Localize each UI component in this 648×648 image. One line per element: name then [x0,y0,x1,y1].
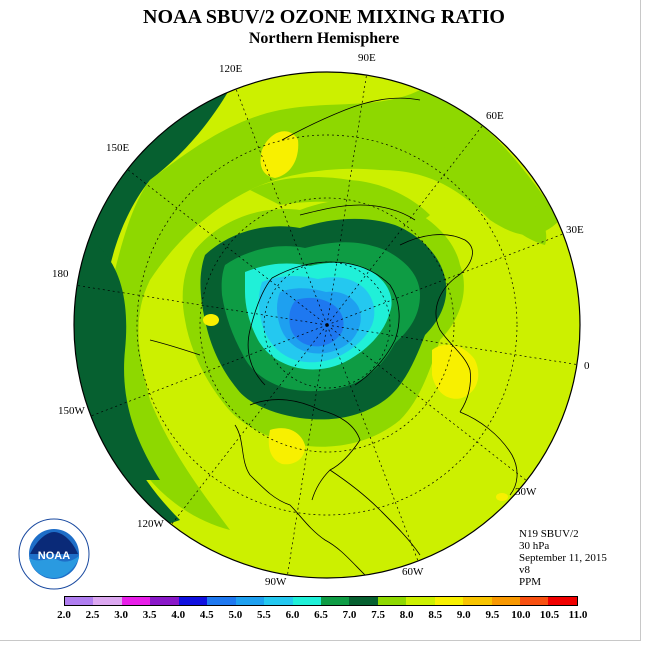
colorbar-tick-label: 2.0 [57,609,71,621]
colorbar-swatch [491,597,520,605]
colorbar-swatch [349,597,378,605]
colorbar [64,596,578,606]
lon-label-120e: 120E [219,63,243,75]
colorbar-swatch [65,597,94,605]
colorbar-swatch [292,597,321,605]
graticule [74,72,580,578]
coastlines [149,97,518,576]
version-label: v8 [519,564,530,576]
lon-label-150w: 150W [58,405,85,417]
pressure-level-label: 30 hPa [519,540,550,552]
lon-label-30e: 30E [566,224,584,236]
colorbar-swatch [150,597,179,605]
lon-label-0: 0 [584,360,590,372]
colorbar-tick-label: 8.5 [428,609,443,621]
colorbar-tick-label: 4.0 [171,609,186,621]
colorbar-swatch [463,597,492,605]
lon-label-90e: 90E [358,52,376,64]
colorbar-swatch [93,597,122,605]
lon-label-90w: 90W [265,576,287,588]
colorbar-tick-label: 3.0 [114,609,128,621]
lon-label-150e: 150E [106,142,130,154]
lon-label-120w: 120W [137,518,164,530]
lon-label-60w: 60W [402,566,424,578]
satellite-label: N19 SBUV/2 [519,528,579,540]
colorbar-swatch [377,597,407,605]
lon-label-180: 180 [52,268,69,280]
colorbar-tick-label: 5.0 [228,609,243,621]
colorbar-swatch [178,597,208,605]
colorbar-tick-label: 2.5 [85,609,100,621]
figure-frame [0,0,641,641]
map-subtitle: Northern Hemisphere [248,30,400,47]
noaa-logo: NOAA [18,518,90,590]
colorbar-tick-label: 10.5 [539,609,560,621]
colorbar-swatch [121,597,151,605]
lon-label-30w: 30W [515,486,537,498]
colorbar-swatch [320,597,350,605]
colorbar-tick-label: 6.0 [285,609,300,621]
colorbar-swatch [520,597,549,605]
colorbar-swatch [434,597,464,605]
colorbar-tick-label: 11.0 [568,609,588,621]
colorbar-swatch [264,597,293,605]
map-boundary [73,71,581,579]
colorbar-tick-label: 6.5 [314,609,328,621]
colorbar-tick-label: 9.0 [456,609,471,621]
units-label: PPM [519,576,542,588]
colorbar-swatch [207,597,236,605]
colorbar-tick-label: 4.5 [199,609,214,621]
colorbar-tick-label: 3.5 [142,609,157,621]
colorbar-swatch [406,597,435,605]
colorbar-swatch [235,597,265,605]
colorbar-swatch [548,597,577,605]
map-title: NOAA SBUV/2 OZONE MIXING RATIO [143,6,505,28]
colorbar-tick-label: 5.5 [257,609,271,621]
colorbar-tick-label: 10.0 [511,609,531,621]
date-label: September 11, 2015 [519,552,607,564]
colorbar-tick-label: 8.0 [399,609,414,621]
colorbar-tick-label: 7.0 [342,609,357,621]
colorbar-tick-label: 7.5 [371,609,385,621]
lon-label-60e: 60E [486,110,504,122]
colorbar-tick-label: 9.5 [485,609,500,621]
logo-text: NOAA [38,550,70,562]
